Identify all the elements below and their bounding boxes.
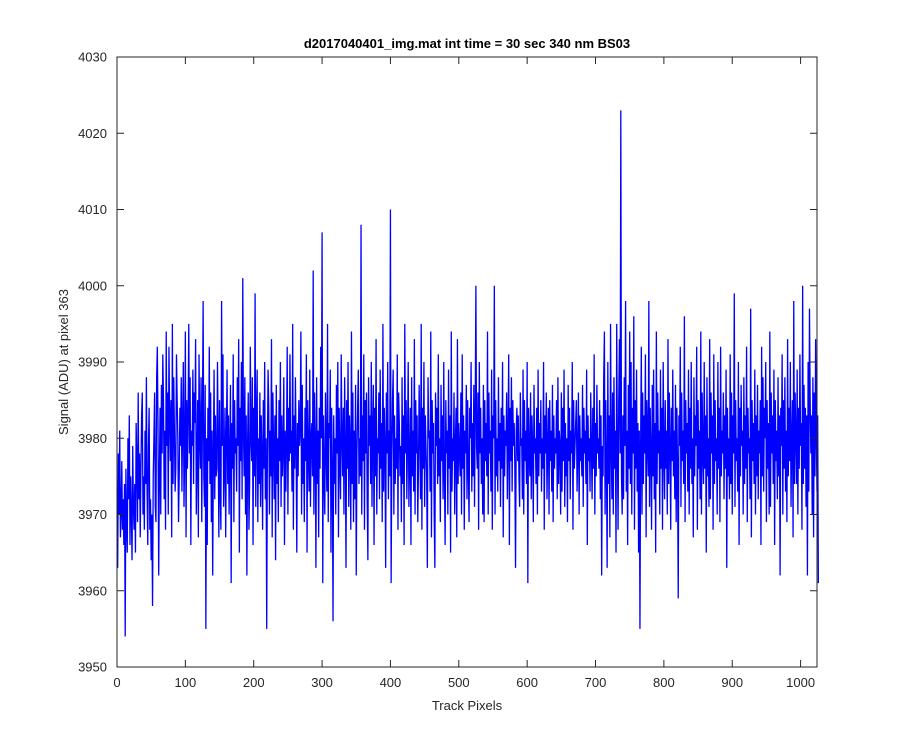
series-layer: [117, 110, 820, 637]
chart-title: d2017040401_img.mat int time = 30 sec 34…: [304, 36, 630, 51]
y-tick-label: 3990: [78, 355, 107, 370]
axes-box: [116, 56, 818, 668]
x-tick-label: 100: [175, 675, 197, 690]
x-tick-label: 200: [243, 675, 265, 690]
y-tick-label: 4000: [78, 278, 107, 293]
x-tick-label: 800: [653, 675, 675, 690]
x-tick-label: 0: [113, 675, 120, 690]
y-tick-label: 3970: [78, 507, 107, 522]
y-tick-label: 4010: [78, 202, 107, 217]
y-axis-title: Signal (ADU) at pixel 363: [56, 289, 71, 435]
series-line-0: [117, 110, 820, 637]
y-tick-label: 3950: [78, 660, 107, 675]
x-tick-label: 400: [380, 675, 402, 690]
x-tick-label: 300: [311, 675, 333, 690]
ticks-layer: 0 100 200 300 400 500 600 700 800 900 1000 3950 3960…: [78, 50, 817, 690]
x-tick-label: 700: [585, 675, 607, 690]
x-tick-label: 600: [516, 675, 538, 690]
y-tick-label: 4030: [78, 50, 107, 65]
x-axis-title: Track Pixels: [432, 698, 503, 713]
x-tick-label: 900: [721, 675, 743, 690]
y-tick-label: 3960: [78, 583, 107, 598]
y-tick-label: 3980: [78, 431, 107, 446]
x-tick-label: 1000: [786, 675, 815, 690]
y-tick-label: 4020: [78, 126, 107, 141]
x-tick-label: 500: [448, 675, 470, 690]
